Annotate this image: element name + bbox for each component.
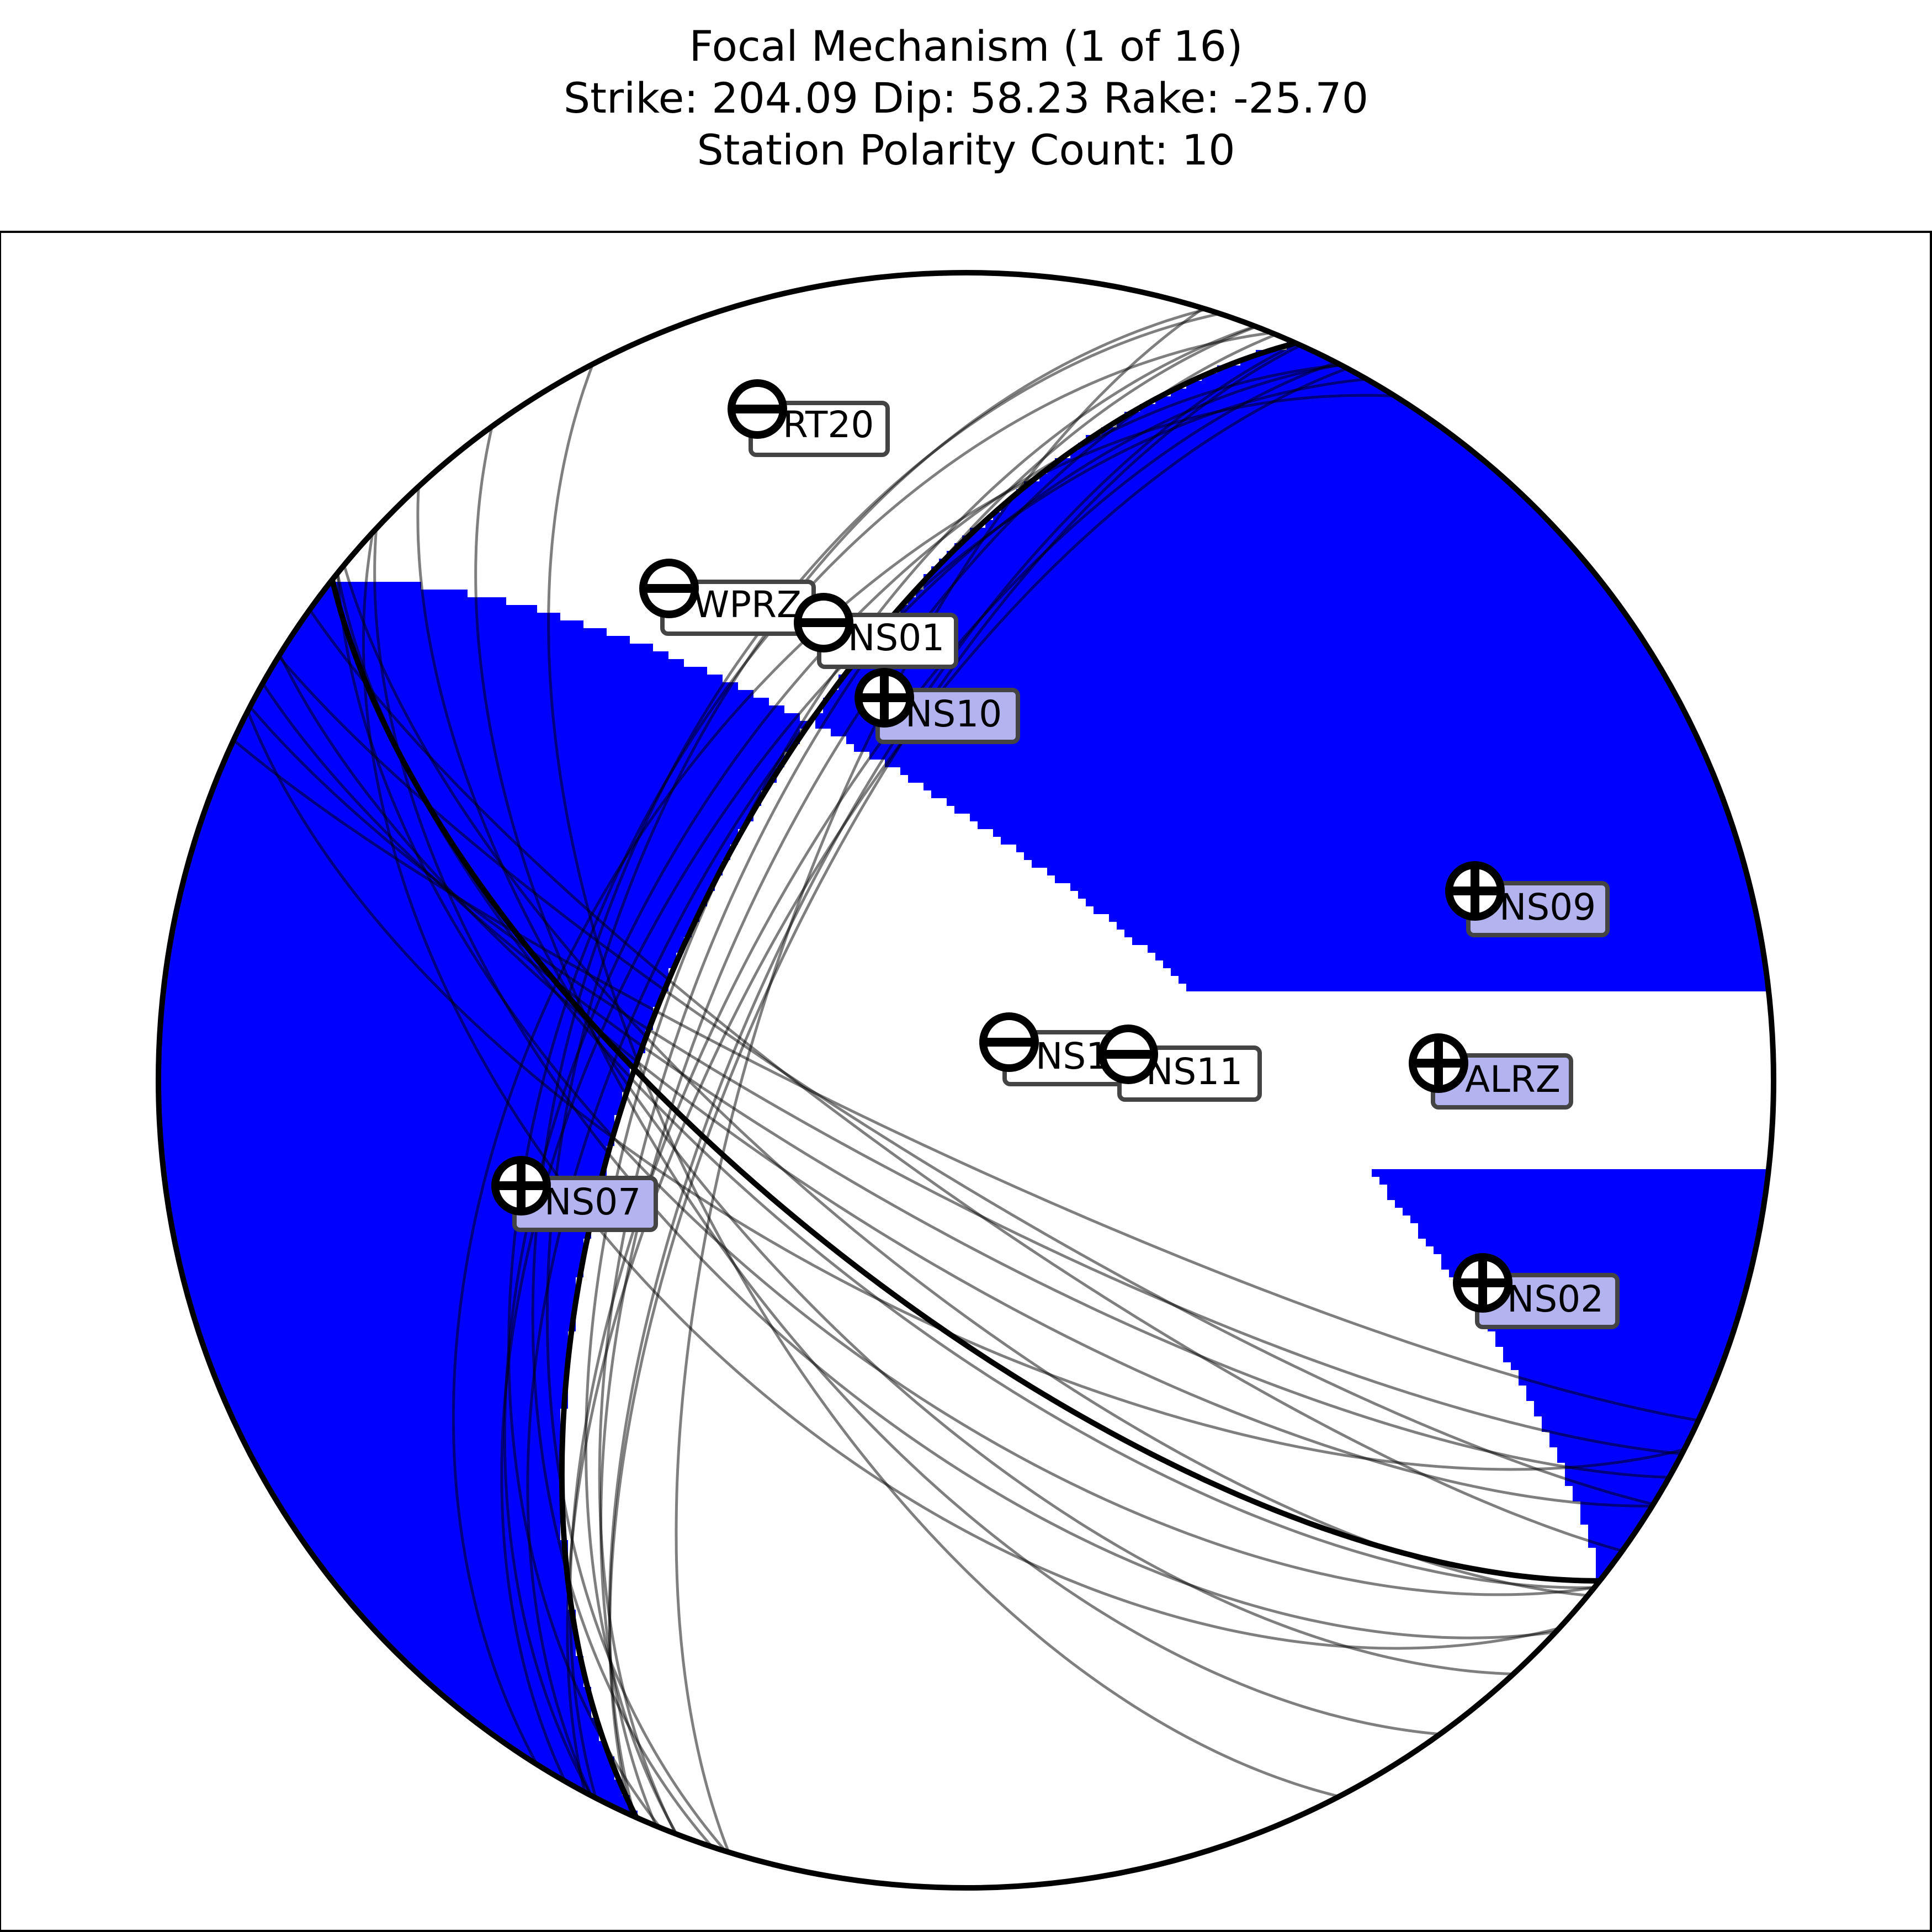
plot-frame: [0, 231, 1932, 1932]
alternative-nodal-plane-2: [373, 528, 1556, 1639]
beachball: [158, 327, 1774, 1834]
focal-sphere-outline: [156, 270, 1776, 1891]
title-line-3: Station Polarity Count: 10: [697, 125, 1235, 174]
station-ns09: NS09: [1445, 861, 1610, 937]
alternative-nodal-plane-2: [246, 710, 1685, 1471]
station-polarities: RT20 WPRZ NS01 NS10 NS09: [491, 379, 1620, 1329]
alternative-nodal-plane-1: [585, 325, 1256, 1835]
alternative-nodal-plane-1: [452, 394, 1395, 1765]
alternative-nodal-plane-2: [547, 363, 1340, 1798]
alternative-nodal-plane-2: [362, 532, 1560, 1650]
alternative-nodal-plane-2: [416, 486, 1514, 1676]
station-label: NS02: [1507, 1278, 1604, 1320]
alternative-nodal-plane-1: [500, 378, 1367, 1782]
station-ns07: NS07: [491, 1156, 658, 1232]
station-label: RT20: [783, 404, 874, 446]
nodal-plane-2: [330, 578, 1600, 1584]
station-label: NS10: [905, 693, 1002, 735]
station-label: NS1: [1036, 1035, 1109, 1078]
station-ns01: NS01: [794, 593, 958, 669]
station-ns1: NS1: [979, 1012, 1134, 1086]
station-label: NS01: [848, 617, 944, 659]
alternative-nodal-plane-1: [545, 307, 1207, 1853]
alternative-nodal-plane-1: [526, 363, 1341, 1797]
alternative-nodal-plane-1: [598, 325, 1257, 1835]
title-line-2: Strike: 204.09 Dip: 58.23 Rake: -25.70: [564, 73, 1368, 123]
compressional-quadrant: [158, 327, 1774, 1834]
station-ns11: NS11: [1098, 1025, 1262, 1102]
alternative-nodal-plane-2: [277, 655, 1654, 1506]
station-ns02: NS02: [1453, 1253, 1620, 1329]
figure-title: Focal Mechanism (1 of 16) Strike: 204.09…: [564, 22, 1368, 174]
alternative-nodal-plane-1: [599, 333, 1277, 1827]
alternative-nodal-plane-1: [608, 342, 1298, 1818]
alternative-nodal-plane-2: [278, 654, 1653, 1508]
station-alrz: ALRZ: [1409, 1033, 1573, 1110]
station-ns10: NS10: [854, 668, 1020, 744]
alternative-nodal-plane-2: [343, 564, 1588, 1597]
station-label: NS09: [1499, 886, 1596, 928]
station-wprz: WPRZ: [639, 559, 816, 636]
best-fit-nodal-planes: [330, 340, 1600, 1819]
alternative-nodal-plane-2: [336, 572, 1595, 1596]
nodal-plane-1: [559, 340, 1297, 1819]
alternative-nodal-plane-2: [309, 608, 1623, 1553]
station-label: NS11: [1146, 1050, 1243, 1093]
alternative-nodal-planes: [232, 307, 1699, 1853]
title-line-1: Focal Mechanism (1 of 16): [689, 22, 1243, 71]
alternative-nodal-plane-2: [474, 426, 1440, 1736]
station-rt20: RT20: [728, 379, 890, 457]
alternative-nodal-plane-1: [566, 367, 1348, 1793]
station-label: WPRZ: [693, 583, 802, 626]
station-label: NS07: [544, 1181, 641, 1223]
station-label: ALRZ: [1465, 1058, 1561, 1101]
